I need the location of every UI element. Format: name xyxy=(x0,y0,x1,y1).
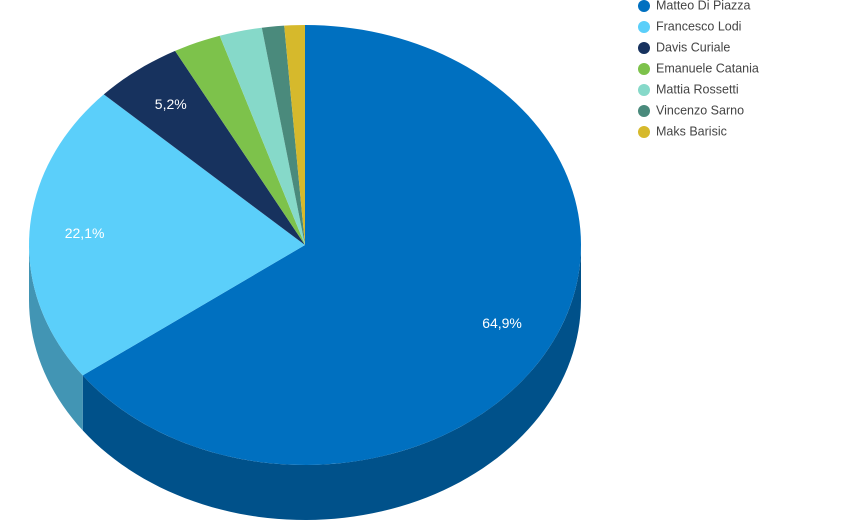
legend-label: Francesco Lodi xyxy=(656,19,741,33)
legend-label: Vincenzo Sarno xyxy=(656,103,744,117)
legend-marker xyxy=(638,0,650,12)
slice xyxy=(261,25,305,245)
data-label: 22,1% xyxy=(65,225,105,241)
slice xyxy=(82,25,581,465)
legend-marker xyxy=(638,126,650,138)
legend-marker xyxy=(638,63,650,75)
slice xyxy=(103,50,305,245)
slice xyxy=(284,25,305,245)
slice xyxy=(29,94,305,376)
legend-label: Mattia Rossetti xyxy=(656,82,739,96)
data-label: 5,2% xyxy=(155,96,187,112)
legend-marker xyxy=(638,21,650,33)
legend-label: Matteo Di Piazza xyxy=(656,0,751,12)
legend-marker xyxy=(638,105,650,117)
legend-marker xyxy=(638,84,650,96)
slice-side xyxy=(29,245,83,431)
legend-marker xyxy=(638,42,650,54)
slice xyxy=(175,35,305,246)
slice-side xyxy=(82,245,582,520)
legend-label: Maks Barisic xyxy=(656,124,727,138)
legend-label: Emanuele Catania xyxy=(656,61,759,75)
legend-label: Davis Curiale xyxy=(656,40,730,54)
data-label: 64,9% xyxy=(482,315,522,331)
slice xyxy=(219,27,305,246)
